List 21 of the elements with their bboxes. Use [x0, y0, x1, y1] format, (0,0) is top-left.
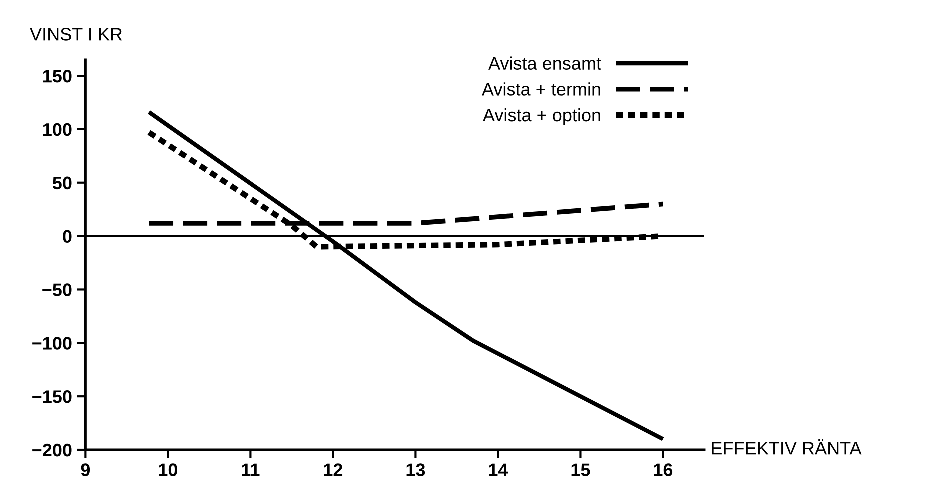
x-tick-label: 11	[242, 464, 260, 476]
x-tick-label: 9	[81, 464, 90, 476]
x-tick-label: 13	[406, 464, 426, 476]
y-tick-label: 50	[52, 176, 72, 190]
x-tick-label: 16	[654, 464, 673, 476]
y-tick-label: 0	[63, 230, 72, 244]
x-axis-title: EFFEKTIV RÄNTA	[712, 440, 862, 455]
y-tick-label: −200	[32, 444, 72, 457]
legend-label: Avista + option	[482, 108, 600, 126]
x-tick-label: 15	[572, 464, 590, 476]
legend-label: Avista + termin	[482, 82, 600, 96]
legend-label: Avista ensamt	[488, 56, 602, 70]
y-tick-label: 150	[44, 70, 72, 83]
x-tick-label: 14	[489, 464, 508, 476]
y-tick-label: −150	[32, 390, 72, 404]
y-tick-label: 100	[44, 123, 72, 136]
y-tick-label: −50	[42, 284, 72, 296]
y-axis-title: VINST I KR	[30, 28, 122, 41]
x-tick-label: 12	[324, 464, 343, 476]
x-tick-label: 10	[159, 464, 178, 476]
y-tick-label: −100	[32, 337, 72, 350]
